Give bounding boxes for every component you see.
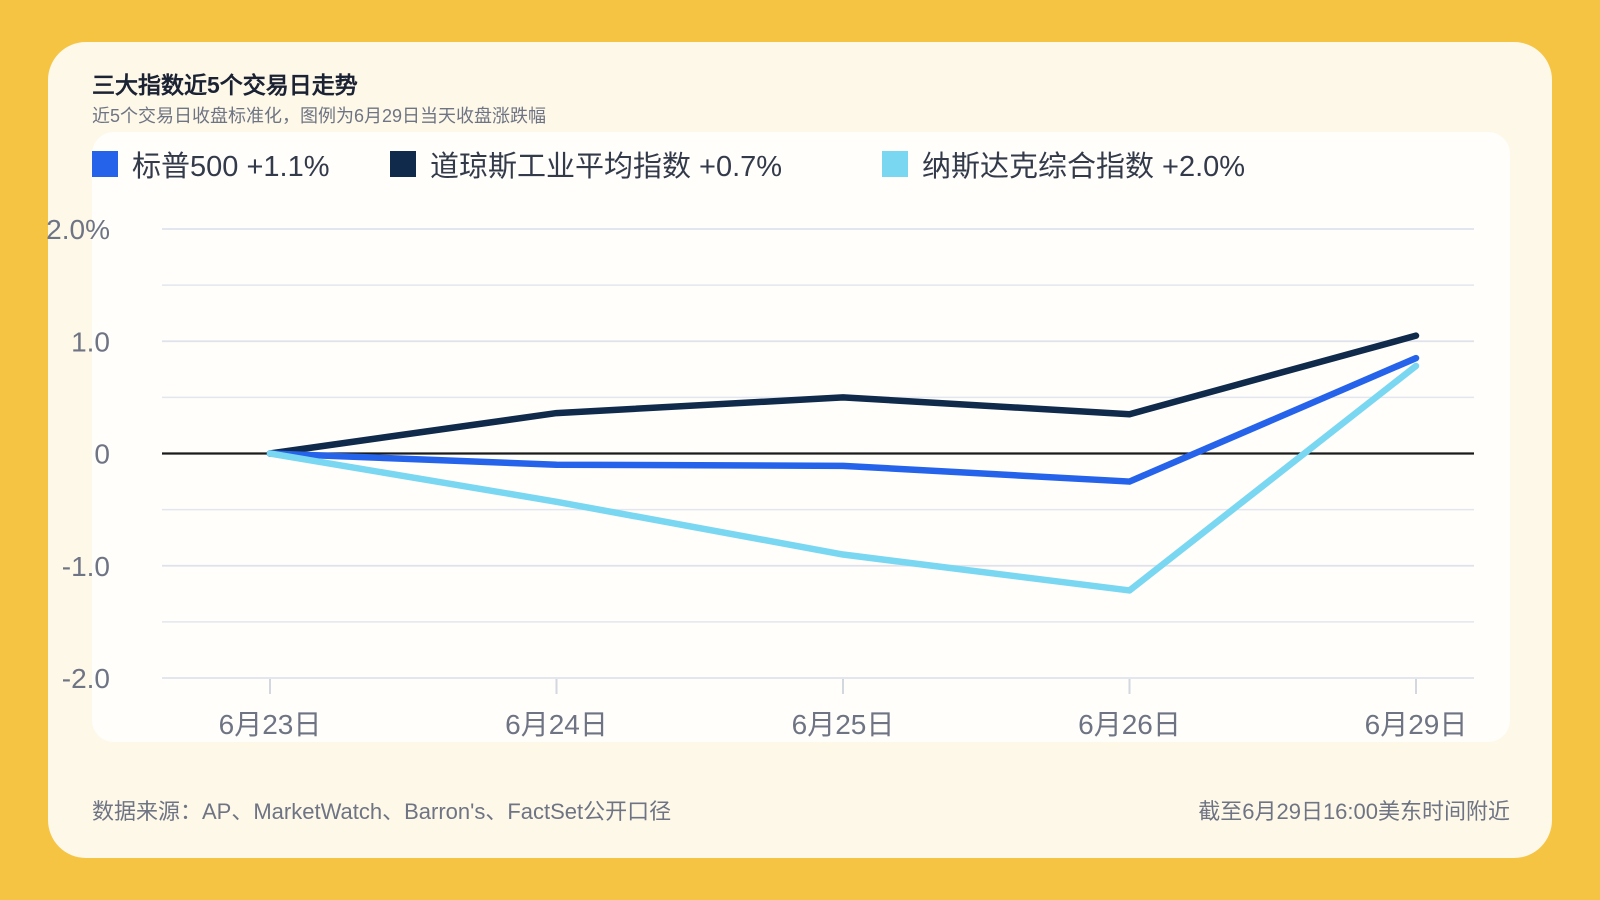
y-tick-label-0: 2.0% [46, 214, 110, 245]
legend-swatch-nasdaq [882, 151, 908, 177]
y-tick-label-4: -2.0 [62, 663, 110, 694]
chart-title: 三大指数近5个交易日走势 [92, 72, 358, 98]
x-tick-label-0: 6月23日 [219, 709, 322, 740]
legend-swatch-dow [390, 151, 416, 177]
legend-swatch-sp500 [92, 151, 118, 177]
plot-panel [92, 132, 1510, 742]
series-line-sp500 [266, 354, 1420, 485]
x-tick-label-1: 6月24日 [505, 709, 608, 740]
legend-item-dow: 道琼斯工业平均指数 +0.7% [390, 146, 783, 183]
legend-item-sp500: 标普500 +1.1% [92, 146, 330, 183]
legend-label-nasdaq: 纳斯达克综合指数 +2.0% [922, 151, 1246, 183]
data-source: 数据来源：AP、MarketWatch、Barron's、FactSet公开口径 [92, 799, 672, 824]
x-tick-label-2: 6月25日 [792, 709, 895, 740]
legend-label-dow: 道琼斯工业平均指数 +0.7% [430, 151, 783, 183]
x-tick-label-4: 6月29日 [1365, 709, 1468, 740]
timestamp-note: 截至6月29日16:00美东时间附近 [1198, 799, 1510, 824]
chart-subtitle: 近5个交易日收盘标准化，图例为6月29日当天收盘涨跌幅 [92, 106, 547, 126]
series-line-dow [266, 332, 1420, 457]
y-tick-label-3: -1.0 [62, 551, 110, 582]
legend-item-nasdaq: 纳斯达克综合指数 +2.0% [882, 146, 1246, 183]
x-tick-label-3: 6月26日 [1078, 709, 1181, 740]
y-tick-label-2: 0 [94, 439, 110, 470]
y-tick-label-1: 1.0 [71, 326, 110, 357]
legend: 标普500 +1.1% 道琼斯工业平均指数 +0.7% 纳斯达克综合指数 +2.… [92, 146, 1510, 183]
legend-label-sp500: 标普500 +1.1% [132, 151, 330, 183]
chart-card: 三大指数近5个交易日走势 近5个交易日收盘标准化，图例为6月29日当天收盘涨跌幅… [48, 42, 1552, 858]
